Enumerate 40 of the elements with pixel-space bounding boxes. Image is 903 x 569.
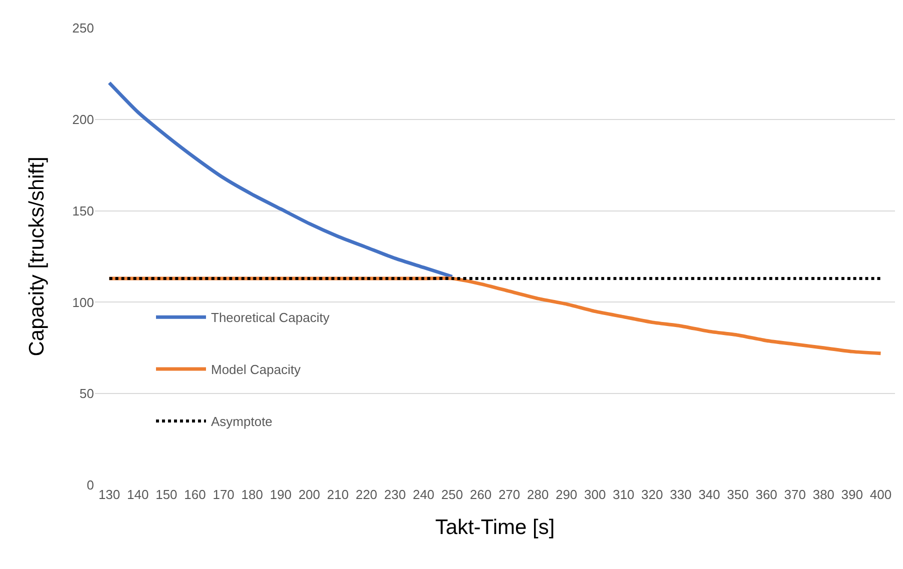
y-tick-label: 200 <box>72 112 94 127</box>
x-tick-label: 330 <box>670 487 692 502</box>
line-series <box>108 81 454 278</box>
x-tick-label: 360 <box>756 487 778 502</box>
x-tick-label: 180 <box>241 487 263 502</box>
x-tick-label: 370 <box>784 487 806 502</box>
x-tick-label: 290 <box>556 487 578 502</box>
x-tick-label: 220 <box>356 487 378 502</box>
x-tick-label: 400 <box>870 487 892 502</box>
x-tick-label: 210 <box>327 487 349 502</box>
x-tick-label: 320 <box>641 487 663 502</box>
x-tick-label: 160 <box>184 487 206 502</box>
x-tick-label: 230 <box>384 487 406 502</box>
x-tick-label: 300 <box>584 487 606 502</box>
x-tick-label: 260 <box>470 487 492 502</box>
x-tick-label: 390 <box>841 487 863 502</box>
x-tick-label: 140 <box>127 487 149 502</box>
x-tick-label: 240 <box>412 487 434 502</box>
x-tick-label: 380 <box>812 487 834 502</box>
x-tick-label: 200 <box>298 487 320 502</box>
x-tick-label: 250 <box>441 487 463 502</box>
x-tick-label: 170 <box>212 487 234 502</box>
x-tick-label: 310 <box>612 487 634 502</box>
legend-label: Asymptote <box>211 414 272 430</box>
x-tick-label: 350 <box>727 487 749 502</box>
x-axis-title: Takt-Time [s] <box>435 516 555 540</box>
y-tick-label: 0 <box>86 478 94 493</box>
x-tick-label: 130 <box>98 487 120 502</box>
x-tick-label: 340 <box>698 487 720 502</box>
x-tick-label: 190 <box>270 487 292 502</box>
y-tick-label: 150 <box>72 203 94 218</box>
legend-label: Model Capacity <box>211 362 302 378</box>
y-tick-label: 50 <box>80 386 94 402</box>
legend-label: Theoretical Capacity <box>211 310 330 326</box>
y-tick-label: 250 <box>72 20 94 36</box>
x-tick-label: 280 <box>527 487 549 502</box>
x-tick-label: 270 <box>498 487 520 502</box>
x-tick-label: 150 <box>156 487 178 502</box>
y-axis-title: Capacity [trucks/shift] <box>25 156 48 356</box>
y-tick-label: 100 <box>72 294 94 310</box>
